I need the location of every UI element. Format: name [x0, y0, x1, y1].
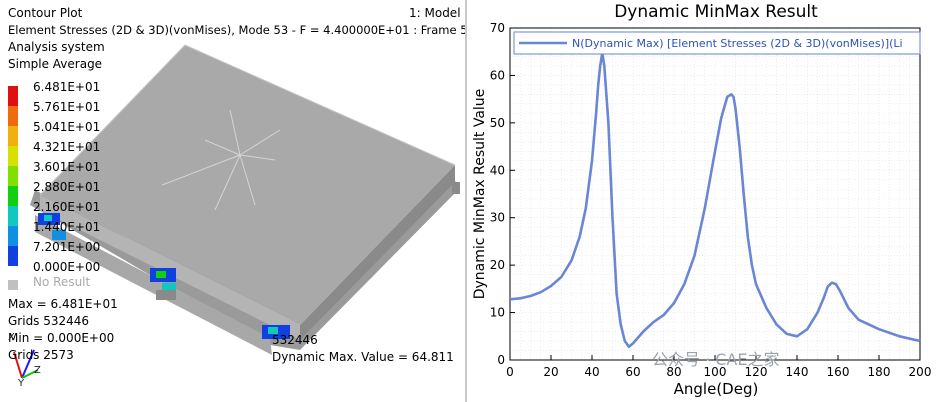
legend-swatch: [8, 86, 18, 106]
x-tick-label: 200: [909, 365, 932, 379]
x-tick-label: 140: [786, 365, 809, 379]
result-description: Element Stresses (2D & 3D)(vonMises), Mo…: [8, 23, 466, 37]
plate-front: [35, 215, 272, 355]
surface-lines: [161, 109, 281, 211]
y-tick-label: 20: [490, 258, 505, 272]
dynamic-max-value: Dynamic Max. Value = 64.811: [272, 350, 454, 364]
x-ticks: 0 20 40 60 80 100 120 140 160 180 200: [506, 355, 931, 379]
y-tick-label: 40: [490, 163, 505, 177]
y-tick-label: 70: [490, 21, 505, 35]
chart-legend: N(Dynamic Max) [Element Stresses (2D & 3…: [513, 31, 921, 55]
minmax-chart: Dynamic MinMax Result 0 10 20 30 40 50 60 70 0 2…: [472, 2, 931, 398]
x-tick-label: 120: [745, 365, 768, 379]
x-tick-label: 40: [584, 365, 599, 379]
x-tick-label: 100: [704, 365, 727, 379]
contour-viewport[interactable]: Contour Plot 1: Model Element Stresses (…: [0, 0, 466, 402]
y-ticks: 0 10 20 30 40 50 60 70: [490, 21, 515, 367]
triad-z-label: Z: [34, 365, 41, 376]
chart-panel: Dynamic MinMax Result 0 10 20 30 40 50 60 70 0 2…: [467, 0, 938, 402]
legend-swatch: [8, 206, 18, 226]
model-render: [13, 44, 460, 379]
legend-swatch: [8, 166, 18, 186]
y-tick-label: 60: [490, 68, 505, 82]
x-tick-label: 60: [625, 365, 640, 379]
no-result-swatch: [8, 280, 18, 290]
box-right-face: [300, 165, 455, 340]
chart-title: Dynamic MinMax Result: [614, 2, 818, 22]
box-top-edge: [39, 44, 456, 196]
legend-swatch: [8, 246, 18, 266]
legend-series-name: N(Dynamic Max) [Element Stresses (2D & 3…: [572, 37, 903, 50]
legend-value: 5.761E+01: [33, 100, 101, 114]
no-result-label: No Result: [33, 275, 91, 289]
y-axis-label: Dynamic MinMax Result Value: [472, 89, 488, 300]
legend-value: 2.160E+01: [33, 200, 101, 214]
box-front-face: [40, 195, 300, 340]
triad-y-label: Y: [18, 378, 25, 389]
legend-value: 7.201E+00: [33, 240, 101, 254]
y-tick-label: 30: [490, 211, 505, 225]
averaging-mode: Simple Average: [8, 57, 103, 71]
analysis-system: Analysis system: [8, 40, 105, 54]
x-tick-label: 160: [827, 365, 850, 379]
legend-value: 3.601E+01: [33, 160, 101, 174]
x-tick-label: 180: [868, 365, 891, 379]
model-label: 1: Model: [409, 6, 461, 20]
grid: [509, 27, 921, 361]
y-tick-label: 10: [490, 306, 505, 320]
legend-value: 6.481E+01: [33, 80, 101, 94]
legend-swatch: [8, 126, 18, 146]
legend-swatch: [8, 226, 18, 246]
stress-hotspots: [38, 182, 460, 339]
max-value: Max = 6.481E+01: [8, 297, 118, 311]
max-grids: Grids 532446: [8, 314, 90, 328]
watermark: 公众号 · CAE之家: [652, 350, 780, 369]
contour-plot-title: Contour Plot: [8, 6, 83, 20]
x-tick-label: 0: [506, 365, 514, 379]
legend-value: 1.440E+01: [33, 220, 101, 234]
node-id-label: 532446: [272, 333, 318, 347]
y-tick-label: 50: [490, 116, 505, 130]
series-line: [509, 51, 921, 348]
x-tick-label: 80: [666, 365, 681, 379]
legend-swatch: [8, 186, 18, 206]
triad-x-label: X: [8, 332, 15, 343]
legend-value: 0.000E+00: [33, 260, 101, 274]
legend-value: 2.880E+01: [33, 180, 101, 194]
legend-value: 4.321E+01: [33, 140, 101, 154]
box-top-face: [40, 45, 455, 325]
legend-swatch: [8, 146, 18, 166]
min-grids: Grids 2573: [8, 348, 74, 362]
legend-swatch: [8, 106, 18, 126]
min-value: Min = 0.000E+00: [8, 331, 115, 345]
x-axis-label: Angle(Deg): [674, 380, 759, 398]
x-tick-label: 20: [543, 365, 558, 379]
panel-divider[interactable]: [465, 0, 467, 402]
legend-value: 5.041E+01: [33, 120, 101, 134]
y-tick-label: 0: [497, 353, 505, 367]
axis-triad: [13, 349, 39, 379]
